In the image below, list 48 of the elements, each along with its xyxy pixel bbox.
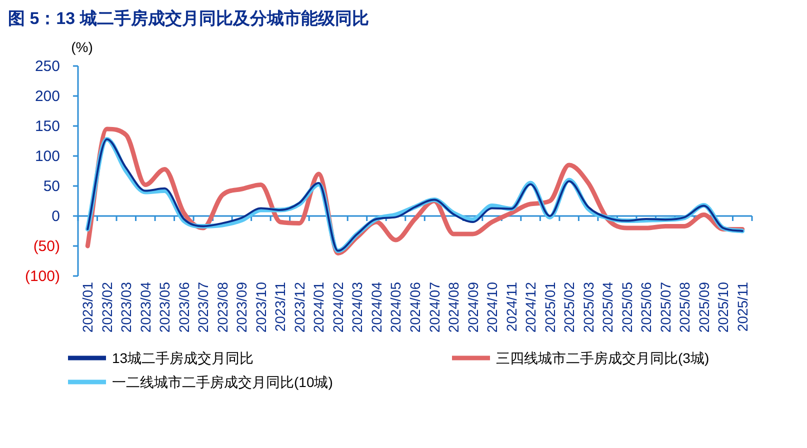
x-tick-label: 2025/06 (638, 282, 654, 333)
x-tick-label: 2025/07 (657, 282, 674, 333)
x-tick-label: 2025/10 (715, 282, 732, 333)
x-tick-label: 2023/05 (156, 282, 173, 333)
y-tick-label: 150 (34, 118, 60, 135)
y-tick-label: (100) (24, 268, 60, 285)
x-tick-label: 2025/09 (696, 282, 712, 333)
x-tick-label: 2025/05 (618, 282, 635, 333)
x-tick-label: 2023/11 (272, 282, 288, 332)
y-axis-title: (%) (71, 39, 93, 55)
x-tick-label: 2025/08 (676, 282, 693, 333)
x-tick-label: 2023/08 (214, 282, 230, 333)
x-tick-label: 2023/01 (80, 282, 96, 333)
x-tick-label: 2025/03 (580, 282, 596, 333)
x-tick-label: 2024/12 (522, 282, 539, 333)
x-tick-label: 2023/12 (291, 282, 308, 333)
x-tick-label: 2024/09 (464, 282, 481, 333)
legend-label: 三四线城市二手房成交月同比(3城) (496, 350, 710, 366)
x-tick-label: 2024/10 (484, 282, 500, 333)
y-tick-label: 200 (34, 88, 60, 105)
y-tick-label: (50) (33, 238, 60, 255)
x-tick-label: 2024/02 (330, 282, 346, 333)
x-tick-label: 2024/03 (349, 282, 366, 333)
legend-label: 13城二手房成交月同比 (112, 350, 254, 366)
x-tick-label: 2023/10 (252, 282, 269, 333)
x-tick-label: 2025/04 (600, 282, 616, 333)
y-tick-label: 250 (34, 58, 60, 75)
x-tick-label: 2024/11 (503, 282, 520, 332)
x-tick-label: 2023/07 (195, 282, 212, 333)
y-tick-label: 100 (34, 148, 60, 165)
x-tick-label: 2025/01 (542, 282, 558, 333)
x-tick-label: 2024/04 (368, 282, 384, 333)
x-tick-label: 2023/06 (176, 282, 192, 333)
x-tick-label: 2025/02 (561, 282, 578, 333)
y-tick-label: 50 (43, 178, 60, 195)
x-tick-label: 2024/01 (310, 282, 327, 333)
x-tick-label: 2023/02 (98, 282, 115, 333)
legend-label: 一二线城市二手房成交月同比(10城) (112, 374, 333, 390)
y-tick-label: 0 (52, 208, 60, 225)
x-tick-label: 2023/09 (234, 282, 250, 333)
x-tick-label: 2024/05 (388, 282, 404, 333)
x-tick-label: 2024/08 (446, 282, 462, 333)
x-tick-label: 2025/11 (734, 282, 750, 332)
x-tick-label: 2023/04 (137, 282, 154, 333)
chart-title: 图 5：13 城二手房成交月同比及分城市能级同比 (8, 9, 369, 28)
x-tick-label: 2023/03 (118, 282, 134, 333)
x-tick-label: 2024/07 (426, 282, 442, 333)
x-tick-label: 2024/06 (407, 282, 423, 333)
